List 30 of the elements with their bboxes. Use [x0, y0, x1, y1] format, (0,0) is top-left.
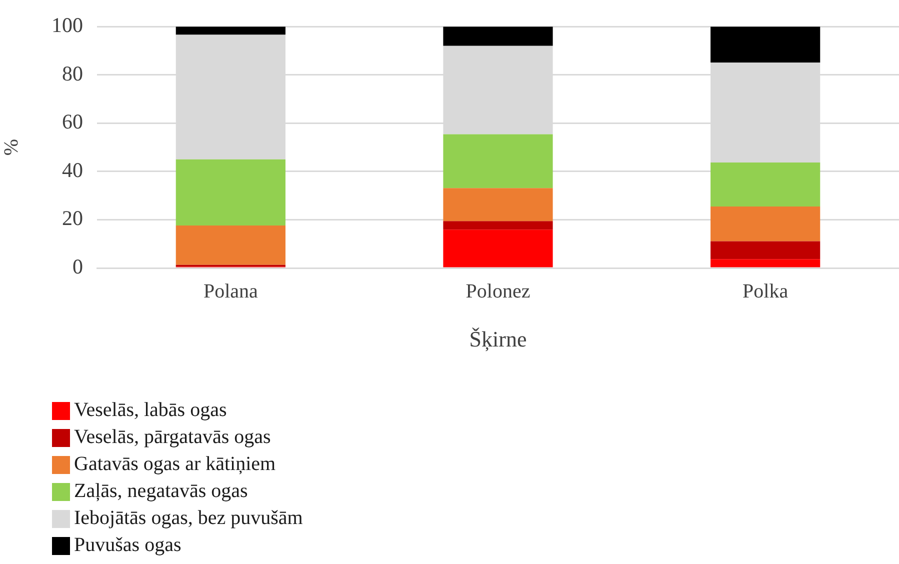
legend-label: Gatavās ogas ar kātiņiem: [74, 453, 276, 476]
x-axis-title: Šķirne: [469, 326, 527, 352]
y-tick-label: 60: [62, 110, 83, 134]
y-tick-label: 100: [52, 13, 83, 38]
legend-label: Veselās, labās ogas: [74, 399, 227, 422]
bar: [710, 26, 820, 63]
x-tick-label: Polonez: [466, 280, 530, 302]
y-axis-title: %: [0, 138, 22, 156]
legend-label: Iebojātās ogas, bez puvušām: [74, 507, 303, 530]
bar: [443, 230, 553, 268]
legend-label: Puvušas ogas: [74, 534, 182, 557]
bar: [710, 162, 820, 206]
bar: [176, 26, 286, 35]
y-tick-label: 80: [62, 61, 83, 86]
legend-label: Zaļās, negatavās ogas: [74, 480, 248, 503]
x-tick-label: Polka: [742, 280, 788, 302]
bar: [443, 221, 553, 230]
x-tick-label: Polana: [203, 280, 258, 302]
y-tick-label: 20: [62, 206, 83, 230]
bar: [710, 259, 820, 268]
bar: [176, 226, 286, 265]
bar: [176, 159, 286, 226]
bar: [710, 206, 820, 242]
bar: [443, 26, 553, 46]
bar: [443, 134, 553, 188]
bar: [443, 188, 553, 222]
bar: [710, 241, 820, 260]
y-tick-label: 0: [72, 254, 83, 279]
legend-label: Veselās, pārgatavās ogas: [74, 426, 271, 449]
y-tick-label: 40: [62, 158, 83, 182]
